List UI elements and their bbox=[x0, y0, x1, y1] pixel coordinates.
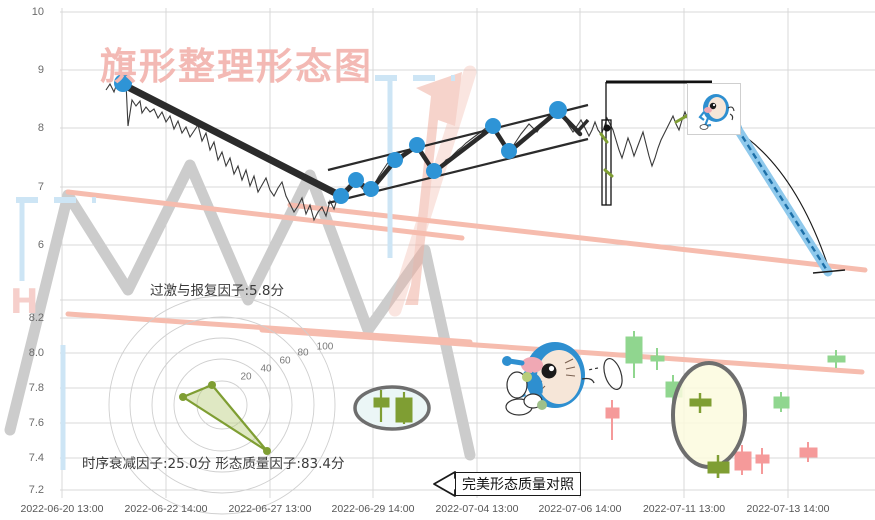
measure-bracket bbox=[601, 80, 712, 206]
ytick-upper-3: 7 bbox=[37, 181, 44, 193]
radar-vertices bbox=[179, 381, 271, 455]
mascot-icon-large bbox=[502, 342, 595, 416]
ytick-lower-4: 7.4 bbox=[28, 452, 44, 464]
candle-group-highlighted bbox=[689, 393, 730, 478]
xtick-1: 2022-06-22 14:00 bbox=[124, 503, 208, 515]
highlight-ellipse-left bbox=[353, 385, 431, 431]
marker-5 bbox=[409, 137, 425, 153]
radar-tick-100: 100 bbox=[316, 341, 334, 353]
radar-tick-20: 20 bbox=[240, 371, 252, 383]
radar-tick-40: 40 bbox=[260, 363, 272, 375]
letter-h-watermark: H bbox=[10, 282, 39, 322]
up-arrow-watermark bbox=[388, 65, 477, 317]
marker-6 bbox=[426, 163, 442, 179]
post-peak-stroke bbox=[556, 109, 590, 134]
xtick-0: 2022-06-20 13:00 bbox=[20, 503, 104, 515]
channel-upper bbox=[327, 103, 589, 172]
radar-tick-60: 60 bbox=[279, 355, 291, 367]
xtick-6: 2022-07-11 13:00 bbox=[642, 503, 726, 515]
pattern-markers bbox=[114, 74, 567, 204]
ytick-upper-2: 8 bbox=[37, 122, 44, 134]
flag-zigzag bbox=[338, 108, 583, 200]
sprite-box-upper bbox=[687, 83, 741, 135]
factor-label-bottom: 时序衰减因子:25.0分 形态质量因子:83.4分 bbox=[82, 456, 345, 472]
factor-label-mid: 过激与报复因子:5.8分 bbox=[150, 283, 285, 299]
projection-arrow bbox=[735, 127, 830, 273]
ytick-lower-2: 7.8 bbox=[28, 382, 44, 394]
ytick-lower-3: 7.6 bbox=[28, 417, 44, 429]
blue-dashed-guides bbox=[16, 75, 455, 203]
projection-target-tick bbox=[812, 269, 846, 274]
callout-label: 完美形态质量对照 bbox=[462, 477, 574, 493]
marker-7 bbox=[485, 118, 501, 134]
ytick-lower-0: 8.2 bbox=[28, 312, 44, 324]
ytick-lower-1: 8.0 bbox=[28, 347, 44, 359]
highlight-ellipse-right bbox=[671, 361, 747, 469]
marker-4 bbox=[387, 152, 403, 168]
ytick-lower-5: 7.2 bbox=[28, 484, 44, 496]
marker-8 bbox=[501, 143, 517, 159]
pattern-title-watermark: 旗形整理形态图 bbox=[100, 45, 373, 88]
radar-rings bbox=[108, 295, 336, 515]
xtick-4: 2022-07-04 13:00 bbox=[435, 503, 519, 515]
marker-9 bbox=[549, 101, 567, 119]
flagpole-line bbox=[122, 82, 347, 201]
xtick-3: 2022-06-29 14:00 bbox=[331, 503, 415, 515]
candle-group-left bbox=[373, 390, 413, 424]
callout-box: 完美形态质量对照 bbox=[455, 472, 581, 496]
radar-area bbox=[180, 383, 268, 452]
zigzag-watermark bbox=[4, 159, 476, 461]
xtick-7: 2022-07-13 14:00 bbox=[746, 503, 830, 515]
marker-2 bbox=[348, 172, 364, 188]
marker-pole-top bbox=[114, 74, 132, 92]
magnifier-icon bbox=[587, 357, 623, 391]
ytick-upper-1: 9 bbox=[37, 64, 44, 76]
xtick-2: 2022-06-27 13:00 bbox=[228, 503, 312, 515]
xtick-5: 2022-07-06 14:00 bbox=[538, 503, 622, 515]
marker-3 bbox=[363, 181, 379, 197]
marker-1 bbox=[333, 188, 349, 204]
ytick-upper-4: 6 bbox=[37, 239, 44, 251]
ytick-upper-0: 10 bbox=[31, 6, 44, 18]
radar-tick-80: 80 bbox=[297, 347, 309, 359]
mascot-icon-small bbox=[698, 94, 735, 130]
